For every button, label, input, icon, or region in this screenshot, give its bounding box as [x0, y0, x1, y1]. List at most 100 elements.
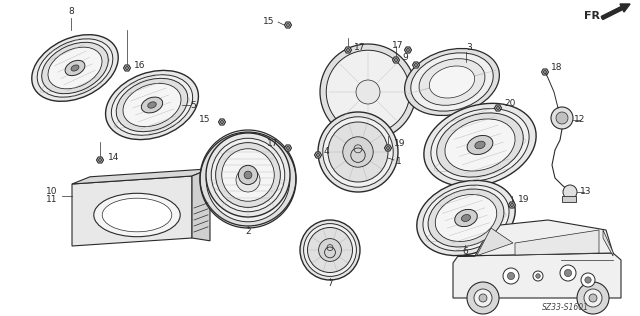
Text: SZ33-S1601: SZ33-S1601 — [541, 303, 589, 312]
Polygon shape — [97, 157, 104, 163]
Circle shape — [415, 64, 417, 67]
Ellipse shape — [71, 65, 79, 71]
Circle shape — [556, 112, 568, 124]
Circle shape — [585, 277, 591, 283]
Ellipse shape — [435, 194, 497, 241]
Text: 3: 3 — [466, 44, 472, 52]
Circle shape — [319, 239, 341, 261]
Text: 19: 19 — [394, 139, 406, 149]
Circle shape — [589, 294, 597, 302]
Circle shape — [406, 48, 410, 52]
Circle shape — [287, 146, 289, 149]
Circle shape — [394, 58, 397, 62]
Polygon shape — [453, 253, 621, 298]
Bar — [562, 196, 576, 202]
Circle shape — [581, 273, 595, 287]
Ellipse shape — [238, 165, 258, 185]
Polygon shape — [124, 65, 131, 71]
Text: 18: 18 — [551, 64, 563, 72]
Circle shape — [99, 158, 102, 161]
Circle shape — [467, 282, 499, 314]
Polygon shape — [385, 145, 392, 151]
Ellipse shape — [37, 39, 113, 97]
Circle shape — [346, 48, 349, 52]
Circle shape — [307, 228, 353, 272]
Text: 11: 11 — [46, 196, 58, 204]
Circle shape — [316, 154, 319, 156]
Ellipse shape — [111, 75, 193, 135]
Text: 17: 17 — [392, 41, 403, 51]
Circle shape — [323, 117, 393, 187]
Ellipse shape — [455, 210, 477, 227]
Polygon shape — [192, 169, 210, 241]
Circle shape — [563, 185, 577, 199]
Ellipse shape — [404, 48, 499, 116]
Text: 20: 20 — [504, 100, 515, 108]
Polygon shape — [413, 62, 419, 68]
Circle shape — [328, 122, 388, 182]
Ellipse shape — [445, 119, 515, 171]
Circle shape — [474, 289, 492, 307]
Text: FR.: FR. — [584, 11, 605, 21]
Text: 9: 9 — [402, 52, 408, 62]
Ellipse shape — [141, 97, 163, 113]
Polygon shape — [72, 169, 210, 184]
Polygon shape — [541, 69, 548, 75]
Polygon shape — [392, 57, 399, 63]
Circle shape — [300, 220, 360, 280]
Circle shape — [206, 138, 290, 222]
Circle shape — [236, 168, 260, 192]
Circle shape — [125, 66, 129, 70]
Ellipse shape — [211, 138, 285, 212]
Circle shape — [543, 70, 547, 74]
Circle shape — [479, 294, 487, 302]
Polygon shape — [218, 119, 225, 125]
Ellipse shape — [244, 171, 252, 179]
Circle shape — [497, 106, 500, 110]
Polygon shape — [344, 47, 351, 53]
Text: 1: 1 — [396, 157, 402, 167]
Ellipse shape — [423, 185, 509, 251]
Text: 17: 17 — [266, 139, 278, 149]
Ellipse shape — [221, 149, 275, 201]
Ellipse shape — [148, 102, 156, 108]
Ellipse shape — [48, 47, 102, 89]
Ellipse shape — [419, 59, 485, 105]
FancyArrow shape — [601, 4, 630, 20]
Circle shape — [584, 289, 602, 307]
Ellipse shape — [467, 136, 493, 155]
Polygon shape — [458, 220, 613, 256]
Polygon shape — [477, 228, 513, 255]
Polygon shape — [314, 152, 321, 158]
Circle shape — [356, 80, 380, 104]
Circle shape — [533, 271, 543, 281]
Text: 12: 12 — [574, 116, 586, 125]
Text: 14: 14 — [108, 154, 120, 162]
Polygon shape — [72, 176, 192, 246]
Ellipse shape — [411, 53, 493, 111]
Circle shape — [536, 274, 540, 278]
Circle shape — [343, 137, 373, 167]
Circle shape — [326, 50, 410, 134]
Text: 19: 19 — [518, 196, 529, 204]
Ellipse shape — [475, 141, 485, 149]
Circle shape — [303, 224, 356, 276]
Ellipse shape — [417, 180, 515, 256]
Circle shape — [503, 268, 519, 284]
Text: 17: 17 — [354, 42, 365, 52]
Ellipse shape — [32, 35, 118, 101]
Ellipse shape — [42, 42, 108, 94]
Ellipse shape — [206, 133, 290, 217]
Ellipse shape — [216, 143, 280, 207]
Ellipse shape — [429, 66, 475, 98]
Text: 16: 16 — [134, 62, 145, 70]
Text: 8: 8 — [68, 8, 74, 16]
Text: 10: 10 — [46, 187, 58, 197]
Ellipse shape — [424, 103, 536, 187]
Circle shape — [200, 132, 296, 228]
Ellipse shape — [116, 78, 188, 132]
Circle shape — [551, 107, 573, 129]
Circle shape — [560, 265, 576, 281]
Circle shape — [320, 44, 416, 140]
Circle shape — [511, 204, 513, 207]
